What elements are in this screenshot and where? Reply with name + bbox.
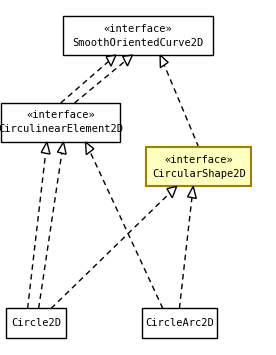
Text: Circle2D: Circle2D — [11, 318, 61, 328]
Text: «interface»
SmoothOrientedCurve2D: «interface» SmoothOrientedCurve2D — [72, 23, 204, 48]
FancyBboxPatch shape — [6, 308, 66, 338]
FancyBboxPatch shape — [146, 147, 251, 186]
Text: «interface»
CircularShape2D: «interface» CircularShape2D — [152, 155, 246, 179]
Text: CircleArc2D: CircleArc2D — [145, 318, 214, 328]
FancyBboxPatch shape — [63, 16, 213, 55]
Text: «interface»
CirculinearElement2D: «interface» CirculinearElement2D — [0, 110, 123, 135]
FancyBboxPatch shape — [1, 103, 120, 142]
FancyBboxPatch shape — [142, 308, 217, 338]
